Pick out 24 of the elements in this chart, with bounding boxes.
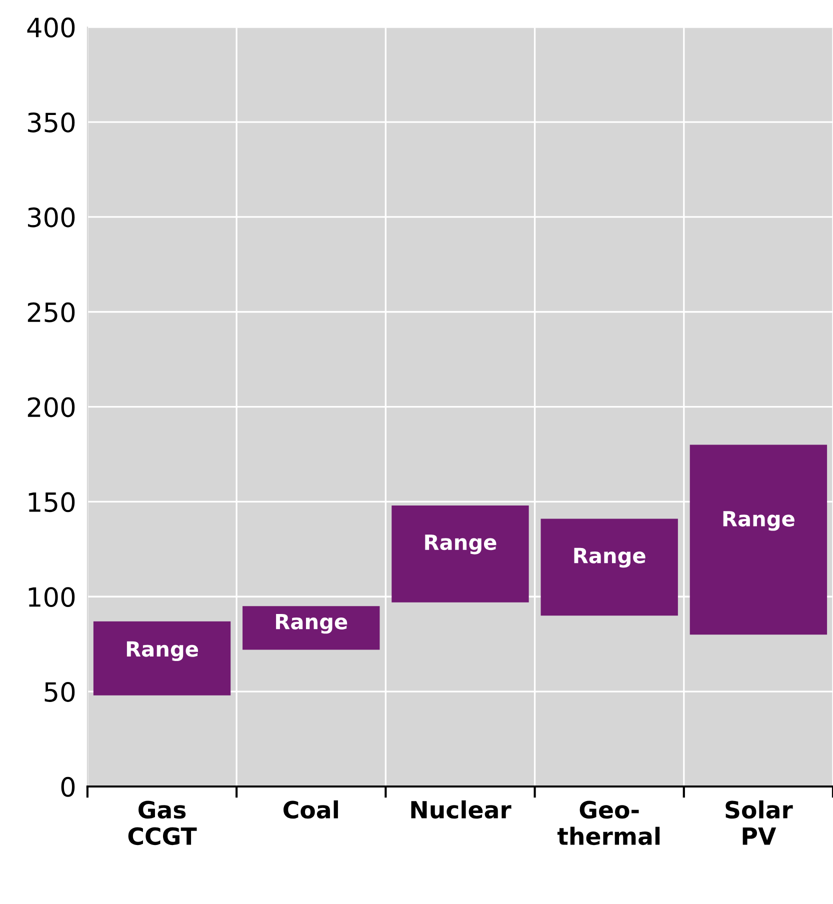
data-label: Range — [723, 511, 794, 531]
y-tick-label: 150 — [28, 492, 75, 512]
bar — [690, 444, 828, 635]
bar — [392, 506, 529, 602]
x-tick-label: Coal — [284, 800, 338, 819]
y-tick-label: 100 — [28, 587, 75, 608]
x-tick-label: Geo- thermal — [557, 800, 660, 846]
x-tick-label: Gas CCGT — [128, 800, 197, 846]
y-tick-label: 50 — [44, 682, 75, 702]
data-label: Range — [126, 641, 198, 662]
bar — [242, 606, 380, 650]
bar — [93, 621, 231, 696]
y-tick-label: 400 — [27, 18, 75, 38]
data-label: Range — [276, 614, 348, 634]
data-label: Range — [574, 548, 646, 568]
x-tick-label: Solar PV — [726, 800, 793, 845]
data-label: Range — [425, 534, 496, 554]
y-tick-label: 0 — [61, 776, 75, 797]
y-tick-label: 250 — [28, 302, 75, 322]
y-tick-label: 200 — [28, 397, 75, 418]
x-tick-label: Nuclear — [411, 800, 512, 819]
y-tick-label: 300 — [28, 207, 75, 228]
bar — [540, 518, 678, 616]
y-tick-label: 350 — [28, 112, 75, 132]
